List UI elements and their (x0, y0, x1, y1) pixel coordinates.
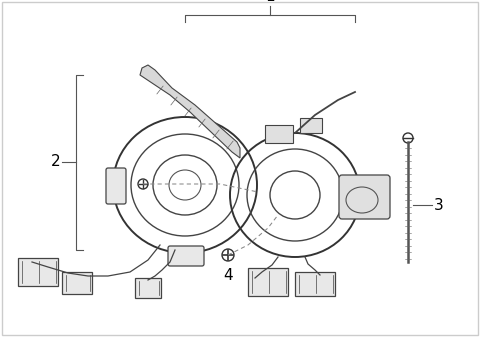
Bar (265, 125, 293, 143)
Polygon shape (140, 65, 240, 158)
Text: 2: 2 (50, 154, 60, 170)
FancyBboxPatch shape (106, 168, 126, 204)
FancyBboxPatch shape (339, 175, 390, 219)
Bar (62, 272, 92, 294)
FancyBboxPatch shape (168, 246, 204, 266)
Text: 3: 3 (434, 197, 444, 213)
Bar (300, 118, 322, 133)
Text: 1: 1 (265, 0, 275, 4)
Bar (295, 272, 335, 296)
Bar (18, 258, 58, 286)
Bar (135, 278, 161, 298)
Text: 4: 4 (223, 268, 233, 283)
Bar (248, 268, 288, 296)
